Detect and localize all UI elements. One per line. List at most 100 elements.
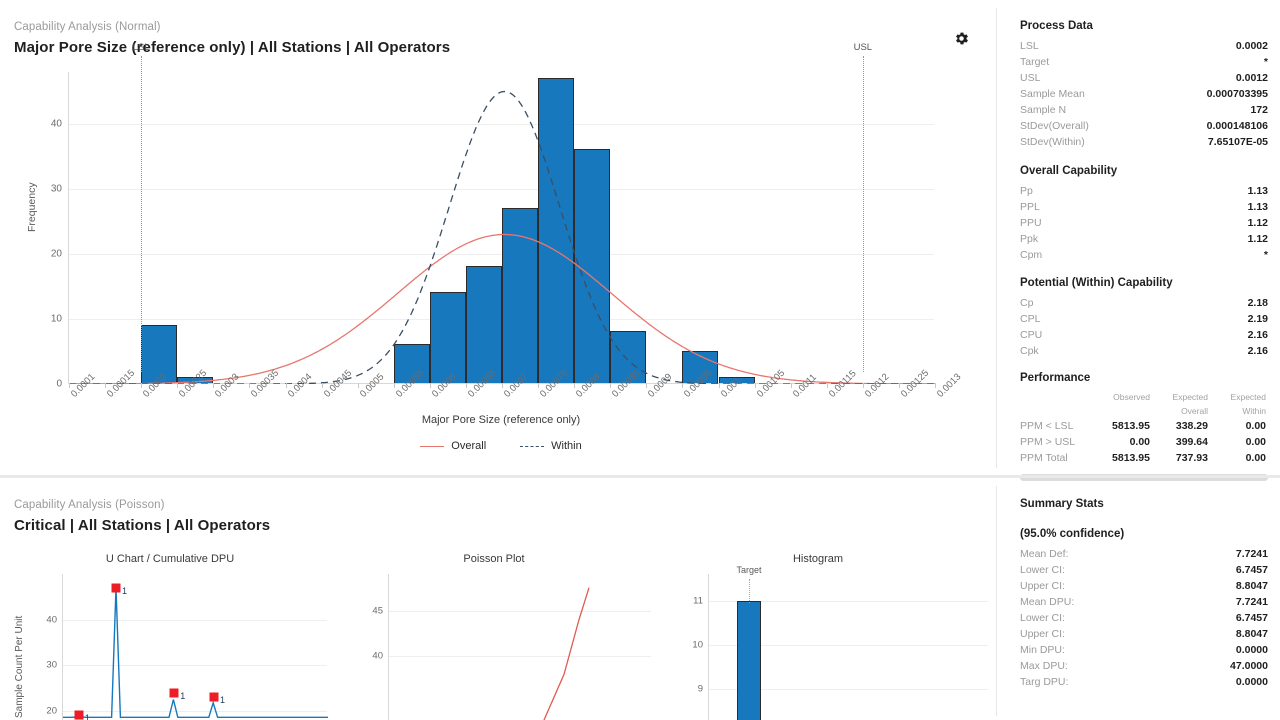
stat-value: 1.13	[1247, 201, 1268, 213]
x-axis-tick	[285, 383, 287, 388]
x-axis-tick-label: 0.0001	[69, 371, 98, 400]
summary-key: Targ DPU:	[1020, 676, 1069, 688]
stat-key: CPU	[1020, 329, 1043, 341]
potential-capability-heading: Potential (Within) Capability	[1020, 277, 1173, 289]
uchart-y-tick-label: 40	[46, 614, 57, 626]
summary-key: Lower CI:	[1020, 564, 1065, 576]
gridline	[389, 656, 651, 658]
perf-col-expected-within: Expected Within	[1230, 392, 1266, 416]
mini-histogram-plot-area: 9 10 11 Target	[692, 565, 988, 720]
stat-row: Upper CI: 8.8047	[1020, 578, 1268, 594]
stat-key: StDev(Overall)	[1020, 120, 1089, 132]
poisson-capability-panel: Capability Analysis (Poisson) Critical |…	[0, 478, 1280, 720]
legend-label-overall: Overall	[451, 440, 487, 452]
out-of-control-label: 1	[220, 695, 226, 706]
stat-value: 2.16	[1247, 329, 1268, 341]
out-of-control-point[interactable]	[74, 710, 84, 720]
poisson-panel-subtitle: Capability Analysis (Poisson)	[14, 499, 165, 511]
summary-key: Mean DPU:	[1020, 596, 1075, 608]
x-axis-tick	[574, 383, 576, 388]
perf-expected-within: 0.00	[1245, 436, 1266, 448]
x-axis-tick	[718, 383, 720, 388]
x-axis-tick	[790, 383, 792, 388]
performance-row: PPM Total 5813.95 737.93 0.00	[1020, 450, 1268, 466]
x-axis-tick-label: 0.00025	[177, 367, 210, 400]
stat-row: StDev(Overall) 0.000148106	[1020, 118, 1268, 134]
performance-heading: Performance	[1020, 372, 1091, 384]
histogram-bar[interactable]	[574, 149, 611, 383]
summary-value: 0.0000	[1235, 644, 1268, 656]
summary-stats-rows: Mean Def: 7.7241 Lower CI: 6.7457 Upper CI: 8…	[1020, 546, 1268, 690]
out-of-control-point[interactable]	[111, 583, 121, 593]
uchart-y-tick-label: 20	[46, 705, 57, 717]
stat-row: Sample Mean 0.000703395	[1020, 86, 1268, 102]
poisson-chart: 40 45	[324, 570, 654, 720]
performance-row: PPM < LSL 5813.95 338.29 0.00	[1020, 418, 1268, 434]
confidence-label: (95.0% confidence)	[1020, 528, 1125, 540]
stat-value: 172	[1250, 104, 1268, 116]
plot-area: 0 10 20 30 40 LSL USL 0.0001 0.00015 0.0002 0.0002…	[51, 42, 963, 400]
stat-value: 0.0002	[1235, 40, 1268, 52]
poisson-plot-area: 40 45	[372, 574, 651, 720]
out-of-control-point[interactable]	[169, 688, 179, 698]
stat-key: Cpk	[1020, 345, 1039, 357]
out-of-control-point[interactable]	[209, 692, 219, 702]
uchart-plot-area: 20 30 40 1 1 1 1	[46, 574, 328, 720]
mini-histogram-title: Histogram	[792, 553, 844, 565]
spec-limit-line-lsl	[141, 56, 143, 372]
legend-label-within: Within	[551, 440, 582, 452]
x-axis-tick	[105, 383, 107, 388]
capability-histogram-chart: Frequency 0 10 20 30 40 LSL USL 0.0001 0.00015 0.…	[0, 42, 996, 462]
stat-key: Target	[1020, 56, 1050, 68]
stat-row: Lower CI: 6.7457	[1020, 562, 1268, 578]
summary-stats-sidebar: Summary Stats (95.0% confidence) Mean De…	[996, 478, 1280, 720]
stat-row: PPU 1.12	[1020, 215, 1268, 231]
histogram-bar[interactable]	[465, 266, 502, 383]
histogram-y-tick-label: 11	[693, 595, 703, 607]
mini-histogram-bar[interactable]	[737, 600, 761, 720]
legend-item-within: Within	[520, 440, 582, 452]
gridline	[709, 644, 988, 646]
stat-row: Cp 2.18	[1020, 295, 1268, 311]
process-data-block: Process Data LSL 0.0002 Target * USL 0.0012 Sa…	[1020, 20, 1268, 150]
stat-value: 2.18	[1247, 297, 1268, 309]
gridline	[63, 665, 327, 667]
page-title: Major Pore Size (reference only) | All S…	[14, 39, 451, 56]
summary-value: 8.8047	[1235, 580, 1268, 592]
histogram-bar[interactable]	[538, 77, 575, 383]
x-axis-tick-label: 0.0005	[357, 371, 386, 400]
histogram-bar[interactable]	[502, 207, 539, 383]
panel-divider-vertical	[996, 8, 997, 468]
stat-value: 1.12	[1247, 217, 1268, 229]
stat-value: 1.13	[1247, 185, 1268, 197]
performance-block: Performance Observed Expected Overall Ex…	[1020, 372, 1268, 481]
settings-button[interactable]	[950, 27, 972, 49]
stat-row: Min DPU: 0.0000	[1020, 642, 1268, 658]
summary-value: 7.7241	[1235, 548, 1268, 560]
stat-row: PPL 1.13	[1020, 199, 1268, 215]
x-axis-tick	[826, 383, 828, 388]
histogram-bar[interactable]	[429, 292, 466, 383]
perf-expected-overall: 737.93	[1175, 452, 1208, 464]
x-axis-tick-label: 0.00125	[898, 367, 931, 400]
stat-key: Sample N	[1020, 104, 1067, 116]
performance-row: PPM > USL 0.00 399.64 0.00	[1020, 434, 1268, 450]
stat-value: 1.12	[1247, 233, 1268, 245]
y-axis-title: Frequency	[26, 182, 38, 232]
x-axis-tick	[249, 383, 251, 388]
stat-value: *	[1263, 56, 1268, 68]
stat-value: 0.0012	[1235, 72, 1268, 84]
perf-col-expected-overall: Expected Overall	[1172, 392, 1208, 416]
perf-row-label: PPM > USL	[1020, 436, 1076, 448]
stat-row: CPL 2.19	[1020, 311, 1268, 327]
perf-row-label: PPM Total	[1020, 452, 1068, 464]
x-axis-tick	[213, 383, 215, 388]
summary-key: Upper CI:	[1020, 628, 1065, 640]
gear-icon	[955, 32, 968, 44]
poisson-series	[543, 587, 590, 720]
spec-limit-label-lsl: LSL	[132, 42, 150, 53]
process-data-rows: LSL 0.0002 Target * USL 0.0012 Sample Mean 0.00…	[1020, 38, 1268, 150]
poisson-y-tick-label: 45	[372, 605, 383, 616]
stat-key: LSL	[1020, 40, 1039, 52]
